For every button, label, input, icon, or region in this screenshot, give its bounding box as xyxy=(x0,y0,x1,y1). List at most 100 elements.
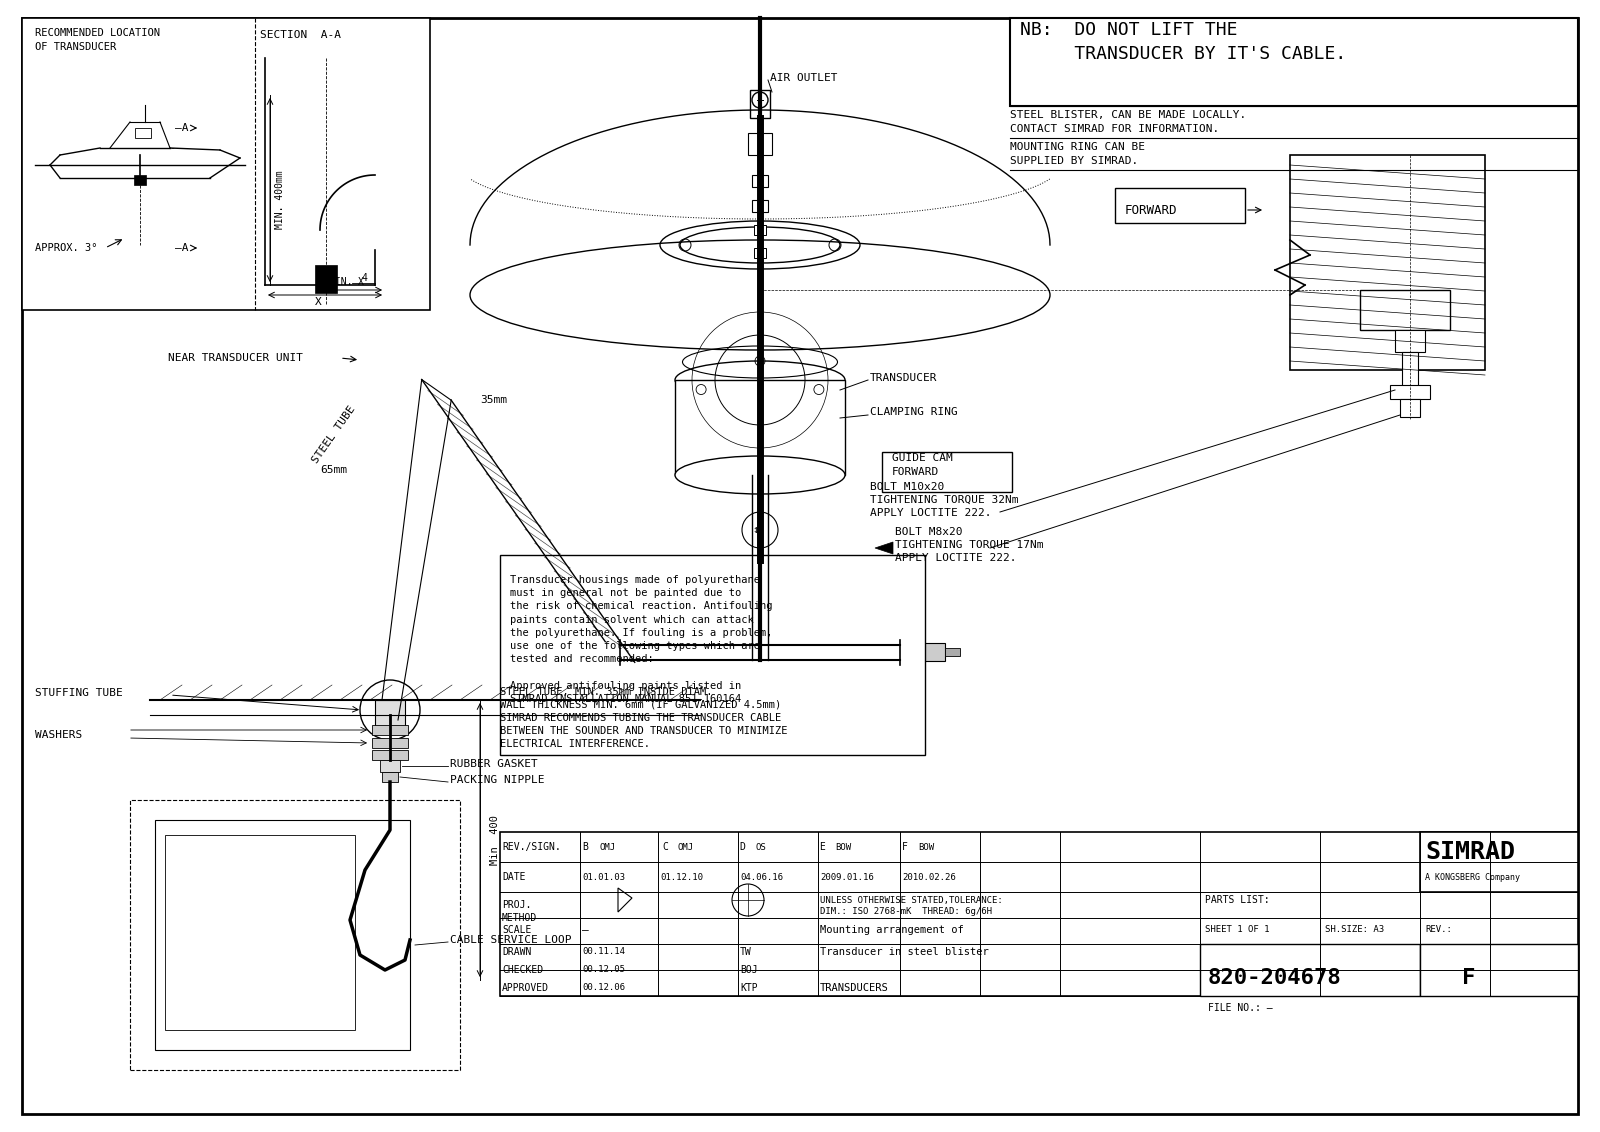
Text: BOW: BOW xyxy=(918,842,934,851)
Text: SCALE: SCALE xyxy=(502,925,531,935)
Text: 2010.02.26: 2010.02.26 xyxy=(902,873,955,882)
Text: Transducer in steel blister: Transducer in steel blister xyxy=(819,947,989,957)
Text: SECTION  A-A: SECTION A-A xyxy=(259,31,341,40)
Text: Mounting arrangement of: Mounting arrangement of xyxy=(819,925,963,935)
Text: 04.06.16: 04.06.16 xyxy=(739,873,782,882)
Text: 820-204678: 820-204678 xyxy=(1208,968,1342,988)
Text: ↕: ↕ xyxy=(752,525,760,535)
Bar xyxy=(165,835,355,1030)
Text: STEEL BLISTER, CAN BE MADE LOCALLY.
CONTACT SIMRAD FOR INFORMATION.: STEEL BLISTER, CAN BE MADE LOCALLY. CONT… xyxy=(1010,111,1246,134)
Text: X: X xyxy=(358,277,363,288)
Text: WASHERS: WASHERS xyxy=(35,730,82,740)
Bar xyxy=(754,225,766,235)
Text: —: — xyxy=(582,925,589,935)
Text: RECOMMENDED LOCATION
OF TRANSDUCER: RECOMMENDED LOCATION OF TRANSDUCER xyxy=(35,28,160,52)
Text: SHEET 1 OF 1: SHEET 1 OF 1 xyxy=(1205,926,1269,935)
Text: 00.12.05: 00.12.05 xyxy=(582,966,626,975)
Circle shape xyxy=(752,92,768,108)
Text: TW: TW xyxy=(739,947,752,957)
Bar xyxy=(750,91,770,118)
Text: 01.01.03: 01.01.03 xyxy=(582,873,626,882)
Bar xyxy=(371,724,408,735)
Text: STEEL TUBE, MIN. 35mm INSIDE DIAM.
WALL THICKNESS MIN. 6mm (IF GALVANIZED 4.5mm): STEEL TUBE, MIN. 35mm INSIDE DIAM. WALL … xyxy=(499,687,787,749)
Text: MIN.: MIN. xyxy=(330,277,354,288)
Text: APPROX. 3°: APPROX. 3° xyxy=(35,243,98,252)
Bar xyxy=(381,760,400,772)
Ellipse shape xyxy=(675,456,845,494)
Text: 4: 4 xyxy=(362,273,368,283)
Bar xyxy=(1360,290,1450,331)
Ellipse shape xyxy=(675,361,845,398)
Text: E: E xyxy=(819,842,826,852)
Text: OMJ: OMJ xyxy=(600,842,616,851)
Text: F: F xyxy=(1462,968,1475,988)
Text: 00.12.06: 00.12.06 xyxy=(582,984,626,993)
Text: 35mm: 35mm xyxy=(480,395,507,405)
Bar xyxy=(1390,385,1430,398)
Text: CHECKED: CHECKED xyxy=(502,964,542,975)
Text: AIR OUTLET: AIR OUTLET xyxy=(770,72,837,83)
Text: —A: —A xyxy=(174,123,189,132)
Text: BOLT M8x20
TIGHTENING TORQUE 17Nm
APPLY LOCTITE 222.: BOLT M8x20 TIGHTENING TORQUE 17Nm APPLY … xyxy=(894,526,1043,564)
Text: B: B xyxy=(582,842,587,852)
Text: 2009.01.16: 2009.01.16 xyxy=(819,873,874,882)
Text: 65mm: 65mm xyxy=(320,465,347,475)
Bar xyxy=(1400,398,1421,417)
Text: MIN. 400mm: MIN. 400mm xyxy=(275,171,285,230)
Bar xyxy=(371,751,408,760)
Bar xyxy=(1421,832,1578,892)
Bar xyxy=(754,248,766,258)
Bar xyxy=(899,643,946,661)
Text: CLAMPING RING: CLAMPING RING xyxy=(870,408,958,417)
Bar xyxy=(1290,155,1485,370)
Bar xyxy=(946,648,960,657)
Bar xyxy=(675,380,845,475)
Text: X: X xyxy=(315,297,322,307)
Polygon shape xyxy=(875,542,893,554)
Text: REV.:: REV.: xyxy=(1426,926,1451,935)
Bar xyxy=(499,555,925,755)
Text: F: F xyxy=(902,842,907,852)
Text: SH.SIZE: A3: SH.SIZE: A3 xyxy=(1325,926,1384,935)
Bar xyxy=(1200,944,1421,996)
Text: —A: —A xyxy=(174,243,189,252)
Text: BOLT M10x20
TIGHTENING TORQUE 32Nm
APPLY LOCTITE 222.: BOLT M10x20 TIGHTENING TORQUE 32Nm APPLY… xyxy=(870,482,1019,518)
Text: DATE: DATE xyxy=(502,872,525,882)
Bar xyxy=(701,631,760,660)
Text: RUBBER GASKET: RUBBER GASKET xyxy=(450,758,538,769)
Text: KTP: KTP xyxy=(739,983,758,993)
Text: STUFFING TUBE: STUFFING TUBE xyxy=(35,688,123,698)
Text: BOJ: BOJ xyxy=(739,964,758,975)
Text: DRAWN: DRAWN xyxy=(502,947,531,957)
Bar xyxy=(1402,352,1418,387)
Text: GUIDE CAM
FORWARD: GUIDE CAM FORWARD xyxy=(893,454,952,477)
Text: OS: OS xyxy=(755,842,766,851)
Text: REV./SIGN.: REV./SIGN. xyxy=(502,842,560,852)
Text: BOW: BOW xyxy=(835,842,851,851)
Bar xyxy=(1421,944,1578,996)
Bar xyxy=(752,175,768,187)
Text: MOUNTING RING CAN BE
SUPPLIED BY SIMRAD.: MOUNTING RING CAN BE SUPPLIED BY SIMRAD. xyxy=(1010,143,1146,165)
Text: PARTS LIST:: PARTS LIST: xyxy=(1205,895,1270,904)
Text: Transducer housings made of polyurethane
must in general not be painted due to
t: Transducer housings made of polyurethane… xyxy=(510,575,773,704)
Text: Min  400: Min 400 xyxy=(490,815,499,865)
Text: UNLESS OTHERWISE STATED,TOLERANCE:: UNLESS OTHERWISE STATED,TOLERANCE: xyxy=(819,895,1003,904)
Bar xyxy=(720,604,742,633)
Bar xyxy=(749,132,771,155)
Text: A KONGSBERG Company: A KONGSBERG Company xyxy=(1426,874,1520,883)
Text: NB:  DO NOT LIFT THE
     TRANSDUCER BY IT'S CABLE.: NB: DO NOT LIFT THE TRANSDUCER BY IT'S C… xyxy=(1021,22,1346,62)
Text: 01.12.10: 01.12.10 xyxy=(661,873,702,882)
Bar xyxy=(371,738,408,748)
Text: DIM.: ISO 2768-mK  THREAD: 6g/6H: DIM.: ISO 2768-mK THREAD: 6g/6H xyxy=(819,908,992,917)
Text: TRANSDUCER: TRANSDUCER xyxy=(870,374,938,383)
Bar xyxy=(1115,188,1245,223)
Text: D: D xyxy=(739,842,746,852)
Bar xyxy=(499,832,1578,996)
Bar xyxy=(882,452,1013,492)
Text: OMJ: OMJ xyxy=(678,842,694,851)
Bar xyxy=(130,800,461,1070)
Bar xyxy=(155,820,410,1050)
Text: METHOD: METHOD xyxy=(502,914,538,923)
Bar xyxy=(134,128,150,138)
Circle shape xyxy=(360,680,419,740)
